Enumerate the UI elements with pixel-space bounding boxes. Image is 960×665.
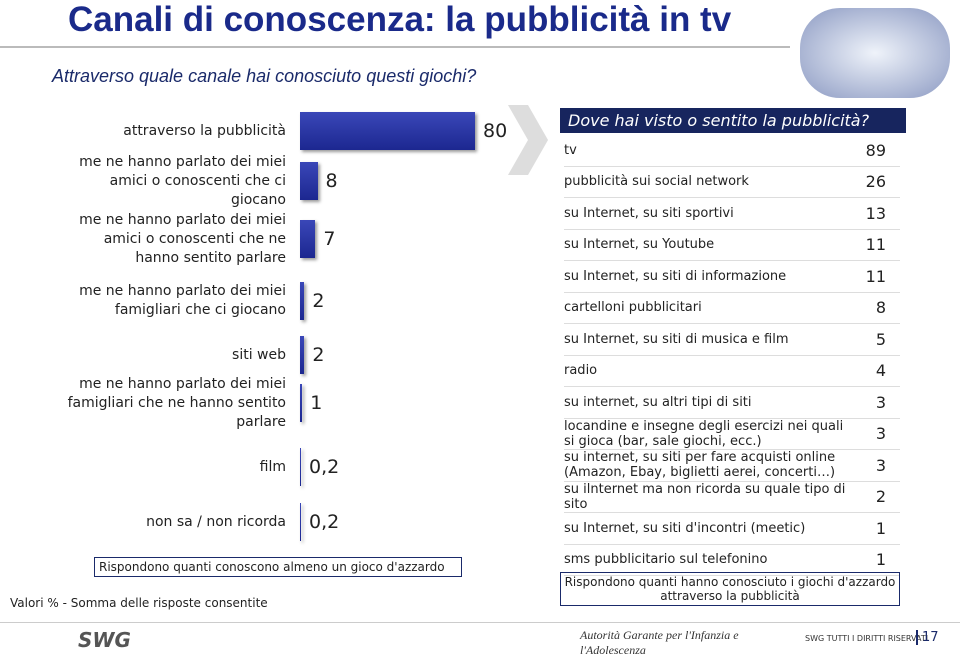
bar (300, 162, 318, 200)
row-value: 4 (875, 361, 886, 381)
value-label: 1 (310, 392, 323, 414)
table-row: locandine e insegne degli esercizi nei q… (564, 418, 900, 450)
table-row: su Internet, su Youtube 11 (564, 230, 900, 261)
authority: Autorità Garante per l'Infanzia e l'Adol… (580, 628, 739, 657)
row-value: 11 (865, 266, 886, 286)
row-label: su ilnternet ma non ricorda su quale tip… (564, 481, 846, 512)
row-value: 3 (875, 392, 886, 412)
values-note: Valori % - Somma delle risposte consenti… (10, 596, 268, 610)
row-label: radio (564, 363, 598, 379)
table-row: sms pubblicitario sul telefonino 1 (564, 545, 900, 576)
row-label: pubblicità sui social network (564, 174, 749, 190)
bar (300, 448, 301, 486)
category-label: film (259, 458, 286, 475)
value-label: 0,2 (309, 511, 340, 533)
row-value: 2 (875, 487, 886, 507)
table-row: pubblicità sui social network 26 (564, 167, 900, 198)
bar (300, 220, 316, 258)
table-row: cartelloni pubblicitari 8 (564, 293, 900, 324)
value-label: 7 (323, 228, 336, 250)
title: Canali di conoscenza: la pubblicità in t… (68, 0, 732, 39)
rights: SWG TUTTI I DIRITTI RISERVATI (805, 634, 929, 643)
row-label: su Internet, su Youtube (564, 237, 715, 253)
row-label: locandine e insegne degli esercizi nei q… (564, 418, 844, 449)
value-label: 8 (325, 170, 338, 192)
category-label: me ne hanno parlato dei miei famigliari … (67, 375, 286, 430)
table-row: su internet, su siti per fare acquisti o… (564, 450, 900, 482)
row-value: 26 (865, 172, 886, 192)
row-label: su Internet, su siti di musica e film (564, 331, 789, 347)
row-label: su internet, su altri tipi di siti (564, 394, 752, 410)
table-row: tv 89 (564, 135, 900, 167)
category-label: siti web (232, 346, 286, 363)
bar (300, 503, 301, 541)
row-value: 1 (875, 518, 886, 538)
category-label: me ne hanno parlato dei miei amici o con… (79, 153, 286, 208)
table-row: su internet, su altri tipi di siti 3 (564, 387, 900, 419)
row-value: 3 (875, 455, 886, 475)
category-label: non sa / non ricorda (146, 513, 286, 530)
table-row: su ilnternet ma non ricorda su quale tip… (564, 481, 900, 513)
table-row: su Internet, su siti di musica e film 5 (564, 324, 900, 356)
logo-image (800, 8, 950, 98)
bar (300, 336, 305, 374)
table-note: Rispondono quanti hanno conosciuto i gio… (560, 572, 900, 606)
footer-rule (0, 622, 960, 623)
row-value: 3 (875, 424, 886, 444)
row-label: su internet, su siti per fare acquisti o… (564, 450, 836, 481)
footer-logo: SWG (78, 628, 131, 652)
row-value: 11 (865, 235, 886, 255)
category-label: me ne hanno parlato dei miei famigliari … (79, 283, 286, 318)
row-label: su Internet, su siti d'incontri (meetic) (564, 520, 806, 536)
bar (300, 112, 475, 150)
value-label: 2 (312, 344, 325, 366)
chart-note: Rispondono quanti conoscono almeno un gi… (94, 557, 462, 577)
row-label: su Internet, su siti sportivi (564, 205, 734, 221)
chevron (508, 105, 548, 175)
bar (300, 282, 305, 320)
page-number: 17 (916, 630, 939, 645)
row-value: 89 (865, 140, 886, 160)
row-value: 8 (875, 298, 886, 318)
table-row: su Internet, su siti di informazione 11 (564, 261, 900, 293)
table-title: Dove hai visto o sentito la pubblicità? (560, 108, 906, 133)
table-row: su Internet, su siti d'incontri (meetic)… (564, 513, 900, 545)
value-label: 2 (312, 290, 325, 312)
row-label: su Internet, su siti di informazione (564, 268, 787, 284)
value-label: 0,2 (309, 456, 340, 478)
title-rule (0, 46, 790, 48)
row-value: 13 (865, 203, 886, 223)
category-label: attraverso la pubblicità (123, 122, 286, 139)
row-label: sms pubblicitario sul telefonino (564, 552, 768, 568)
subtitle: Attraverso quale canale hai conosciuto q… (52, 66, 477, 86)
value-label: 80 (483, 120, 508, 142)
row-value: 1 (875, 550, 886, 570)
table-row: radio 4 (564, 356, 900, 387)
row-label: cartelloni pubblicitari (564, 300, 702, 316)
table-row: su Internet, su siti sportivi 13 (564, 198, 900, 230)
category-label: me ne hanno parlato dei miei amici o con… (79, 211, 286, 266)
table: tv 89 pubblicità sui social network 26 su In… (564, 135, 900, 576)
row-label: tv (564, 142, 577, 158)
bar (300, 384, 303, 422)
row-value: 5 (875, 329, 886, 349)
